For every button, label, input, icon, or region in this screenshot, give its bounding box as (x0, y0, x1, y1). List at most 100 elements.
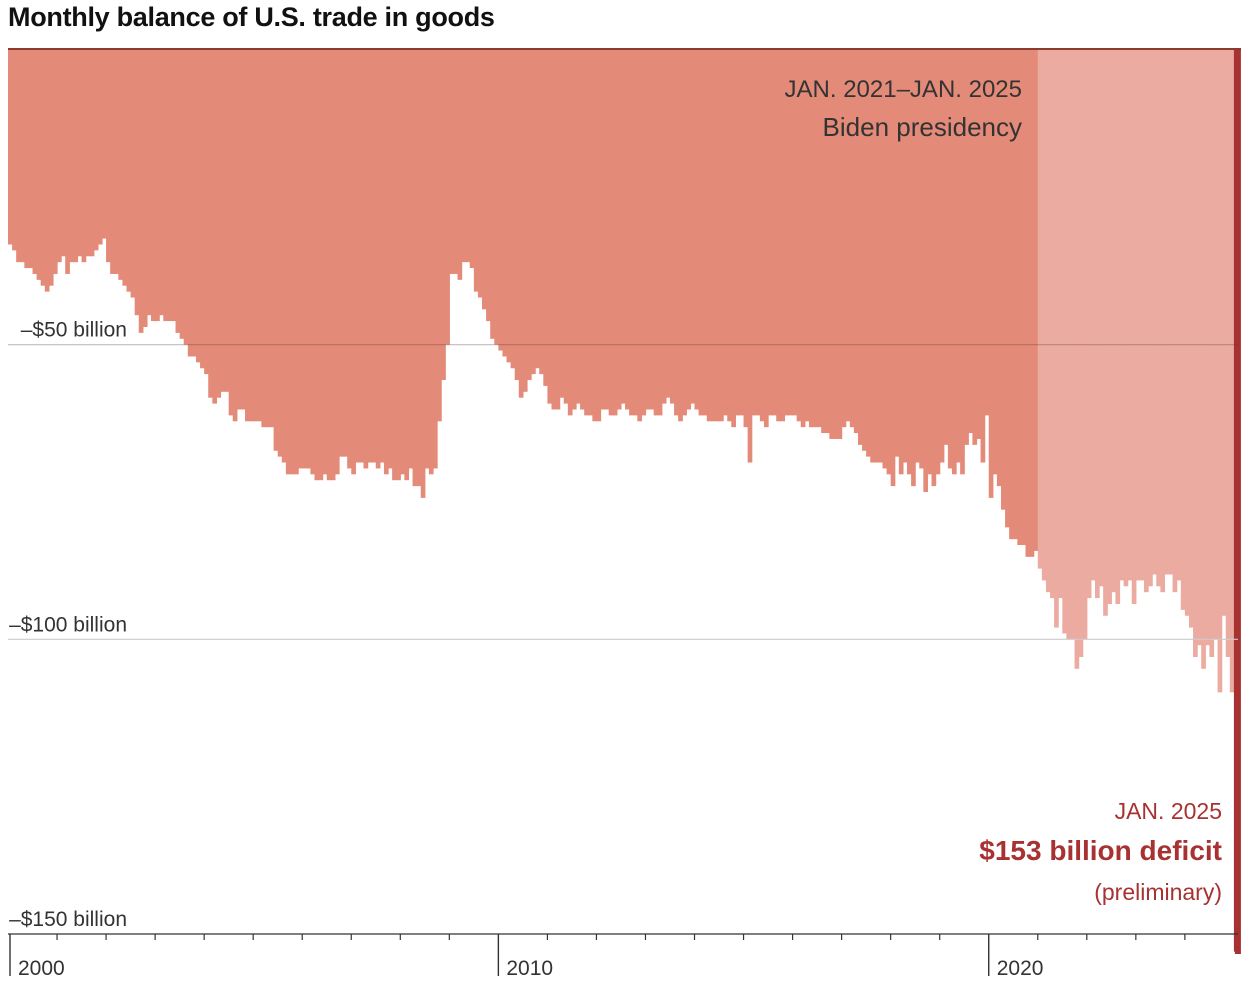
bar (469, 50, 475, 269)
bar (432, 50, 438, 469)
bar (943, 50, 949, 445)
bar (902, 50, 908, 463)
bar (829, 50, 835, 439)
biden-period-dates: JAN. 2021–JAN. 2025 (785, 76, 1022, 103)
bar (28, 50, 34, 269)
bar (85, 50, 91, 257)
bar (494, 50, 499, 345)
bar (1103, 50, 1108, 616)
bar (559, 50, 565, 398)
bar (367, 50, 373, 463)
bar (641, 50, 647, 416)
bar (12, 50, 17, 251)
bar (52, 50, 58, 274)
bar (453, 50, 459, 274)
bar (1119, 50, 1125, 581)
bar (849, 50, 855, 428)
bar (968, 50, 973, 434)
bar (1029, 50, 1035, 557)
bar (285, 50, 291, 475)
bar (69, 50, 74, 263)
bar (1127, 50, 1133, 581)
bar (674, 50, 679, 416)
x-axis-labels: 2000 2010 2020 (18, 957, 1043, 980)
bar (669, 50, 675, 404)
bar (400, 50, 405, 475)
bar (457, 50, 463, 280)
bar (915, 50, 920, 463)
bar (853, 50, 859, 434)
bar (163, 50, 168, 322)
bar (428, 50, 434, 475)
bar (412, 50, 418, 487)
bar (1074, 50, 1080, 669)
bar (44, 50, 50, 292)
bar (473, 50, 479, 292)
bar (8, 50, 13, 245)
bar (996, 50, 1002, 487)
bar (155, 50, 160, 322)
bar (261, 50, 267, 428)
bar (992, 50, 998, 475)
bar (506, 50, 512, 363)
bar (1009, 50, 1014, 540)
bar (1099, 50, 1104, 587)
bar (449, 50, 455, 274)
bar (142, 50, 148, 327)
bar (1213, 50, 1219, 640)
bar (584, 50, 589, 416)
bar (477, 50, 483, 298)
latest-marker-rule (1234, 50, 1241, 954)
bar (514, 50, 520, 381)
bar (216, 50, 222, 398)
bar (682, 50, 687, 416)
bar (890, 50, 896, 487)
bar (649, 50, 655, 410)
bar (359, 50, 365, 463)
bar (240, 50, 246, 410)
bar (874, 50, 879, 463)
bar (637, 50, 642, 422)
bar (1000, 50, 1006, 510)
bar (1225, 50, 1231, 658)
bar (800, 50, 806, 428)
bar (935, 50, 941, 475)
bar (106, 50, 111, 263)
bar (841, 50, 847, 428)
bar (24, 50, 30, 269)
bar (796, 50, 802, 422)
bar (408, 50, 414, 469)
bar (763, 50, 769, 428)
bar (825, 50, 830, 434)
bar (600, 50, 606, 410)
bar (204, 50, 209, 375)
y-axis-labels: –$50 billion –$100 billion –$150 billion (9, 319, 127, 931)
bar (159, 50, 164, 316)
bar (257, 50, 262, 422)
bar (792, 50, 798, 416)
bar (616, 50, 622, 410)
bar (118, 50, 124, 280)
bar (984, 50, 990, 416)
bar (122, 50, 128, 286)
bar (1160, 50, 1166, 593)
bar (232, 50, 238, 422)
bar (1168, 50, 1174, 575)
bar (32, 50, 38, 274)
bar (490, 50, 495, 339)
bar (911, 50, 916, 487)
bar (302, 50, 307, 469)
latest-deficit-value: $153 billion deficit (979, 835, 1222, 866)
bar (620, 50, 626, 404)
bar (265, 50, 271, 428)
bar (89, 50, 95, 257)
bar (923, 50, 929, 492)
y-tick-label: –$150 billion (9, 908, 127, 931)
bar (57, 50, 62, 263)
bar (1229, 50, 1235, 693)
bar (1033, 50, 1039, 551)
bar (420, 50, 426, 498)
bar (416, 50, 422, 487)
bar (743, 50, 749, 428)
bar (343, 50, 348, 457)
